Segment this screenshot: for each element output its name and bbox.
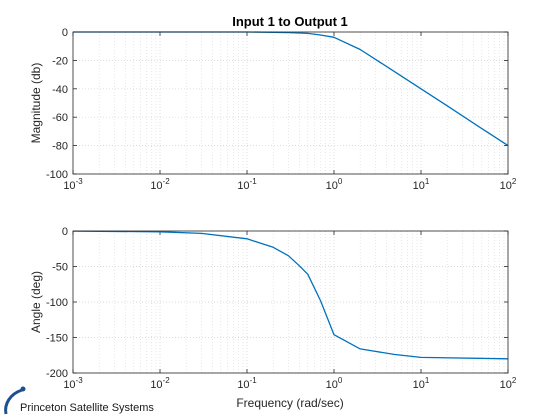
series-line <box>72 230 509 360</box>
y-tick-label: -40 <box>52 84 68 96</box>
frequency-xlabel: Frequency (rad/sec) <box>236 396 343 410</box>
x-tick-label: 10-1 <box>237 376 257 391</box>
plot-area <box>73 32 508 174</box>
x-tick-label: 102 <box>500 177 517 192</box>
chart-title: Input 1 to Output 1 <box>232 14 348 29</box>
x-tick-label: 10-2 <box>150 376 170 391</box>
satellite-orbit-icon <box>4 386 26 415</box>
angle-ylabel: Angle (deg) <box>29 271 43 333</box>
y-tick-label: -20 <box>52 55 68 67</box>
y-tick-label: -100 <box>46 169 68 181</box>
x-tick-label: 10-3 <box>63 177 83 192</box>
y-tick-label: -150 <box>46 333 68 345</box>
magnitude-ylabel: Magnitude (db) <box>29 63 43 144</box>
logo-text: Princeton Satellite Systems <box>20 402 154 414</box>
y-tick-label: -60 <box>52 112 68 124</box>
y-tick-label: -50 <box>52 262 68 274</box>
y-tick-label: -200 <box>46 368 68 380</box>
x-tick-label: 100 <box>326 177 343 192</box>
x-tick-label: 101 <box>413 177 430 192</box>
x-tick-label: 10-3 <box>63 376 83 391</box>
x-tick-label: 100 <box>326 376 343 391</box>
x-tick-label: 10-2 <box>150 177 170 192</box>
y-tick-label: -80 <box>52 141 68 153</box>
x-tick-label: 102 <box>500 376 517 391</box>
x-tick-label: 101 <box>413 376 430 391</box>
y-tick-label: 0 <box>62 27 68 39</box>
logo: Princeton Satellite Systems <box>4 386 154 415</box>
x-tick-label: 10-1 <box>237 177 257 192</box>
y-tick-label: 0 <box>62 226 68 238</box>
axes-frame <box>72 31 509 175</box>
axes-frame <box>72 230 509 374</box>
y-tick-label: -100 <box>46 297 68 309</box>
